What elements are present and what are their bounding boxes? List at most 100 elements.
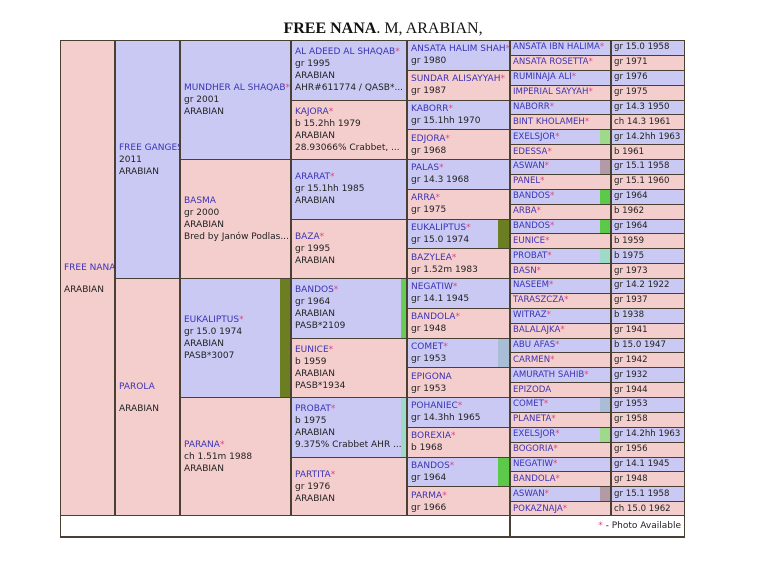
horse-name-link[interactable]: NEGATIW xyxy=(513,458,554,469)
photo-star-icon[interactable]: * xyxy=(543,399,549,410)
horse-name-link[interactable]: PARMA xyxy=(411,490,443,501)
horse-cell[interactable]: ARBA* xyxy=(510,203,611,220)
horse-cell[interactable]: PARANA* ch 1.51m 1988 ARABIAN xyxy=(180,397,291,517)
horse-cell[interactable]: ARRA* gr 1975 xyxy=(407,188,510,220)
photo-star-icon[interactable]: * xyxy=(555,131,560,142)
horse-name-link[interactable]: BANDOLA xyxy=(513,473,556,484)
horse-cell[interactable]: KAJORA* b 15.2hh 1979 ARABIAN 28.93066% Cra… xyxy=(291,99,407,160)
photo-star-icon[interactable]: * xyxy=(584,116,590,127)
horse-name-link[interactable]: NASEEM xyxy=(513,280,550,291)
horse-name-link[interactable]: BANDOLA xyxy=(411,312,456,323)
horse-cell[interactable]: BANDOS* xyxy=(510,218,611,235)
photo-star-icon[interactable]: * xyxy=(588,87,593,98)
horse-name-link[interactable]: EDESSA xyxy=(513,146,548,157)
horse-cell[interactable]: EXELSJOR* xyxy=(510,129,611,146)
horse-cell[interactable]: BOGORIA* xyxy=(510,441,611,458)
horse-cell[interactable]: IMPERIAL SAYYAH* xyxy=(510,84,611,101)
horse-cell[interactable]: ASWAN* xyxy=(510,486,611,503)
horse-cell[interactable]: BAZYLEA* gr 1.52m 1983 xyxy=(407,248,510,279)
horse-name-link[interactable]: COMET xyxy=(513,399,544,410)
horse-name-link[interactable]: BANDOS xyxy=(513,220,551,231)
horse-cell[interactable]: BASN* xyxy=(510,263,611,279)
horse-cell[interactable]: PLANETA* xyxy=(510,411,611,428)
horse-name-link[interactable]: AMURATH SAHIB xyxy=(513,369,585,380)
horse-cell[interactable]: PAROLA ARABIAN xyxy=(115,278,180,517)
horse-name-link[interactable]: NABORR xyxy=(513,101,550,112)
horse-name-link[interactable]: BANDOS xyxy=(295,285,334,296)
photo-star-icon[interactable]: * xyxy=(547,250,552,261)
horse-cell[interactable]: EUNICE* b 1959 ARABIAN PASB*1934 xyxy=(291,337,407,398)
horse-cell[interactable]: PARMA* gr 1966 xyxy=(407,486,510,517)
horse-name-link[interactable]: PROBAT xyxy=(513,250,548,261)
photo-star-icon[interactable]: * xyxy=(540,176,545,187)
horse-cell[interactable]: EDESSA* xyxy=(510,144,611,160)
horse-name-link[interactable]: BALALAJKA xyxy=(513,325,561,336)
horse-name-link[interactable]: PAROLA xyxy=(119,381,155,392)
horse-name-link[interactable]: NEGATIW xyxy=(411,282,453,293)
photo-star-icon[interactable]: * xyxy=(550,220,555,231)
photo-star-icon[interactable]: * xyxy=(330,469,336,480)
photo-star-icon[interactable]: * xyxy=(442,490,447,501)
photo-star-icon[interactable]: * xyxy=(588,57,593,68)
horse-name-link[interactable]: ANSATA HALIM SHAH xyxy=(411,44,506,55)
photo-star-icon[interactable]: * xyxy=(551,414,556,425)
horse-cell[interactable]: EUKALIPTUS* gr 15.0 1974 xyxy=(407,218,510,250)
photo-star-icon[interactable]: * xyxy=(395,47,400,58)
horse-name-link[interactable]: PANEL xyxy=(513,176,541,187)
photo-star-icon[interactable]: * xyxy=(505,44,510,55)
horse-name-link[interactable]: EDJORA xyxy=(411,133,446,144)
horse-name-link[interactable]: ARRA xyxy=(411,193,436,204)
horse-cell[interactable]: CARMEN* xyxy=(510,352,611,369)
photo-star-icon[interactable]: * xyxy=(500,74,505,85)
horse-cell[interactable]: NABORR* xyxy=(510,99,611,116)
horse-cell[interactable]: ABU AFAS* xyxy=(510,337,611,354)
photo-star-icon[interactable]: * xyxy=(536,206,541,217)
horse-name-link[interactable]: ABU AFAS xyxy=(513,339,556,350)
photo-star-icon[interactable]: * xyxy=(536,265,541,276)
photo-star-icon[interactable]: * xyxy=(549,280,554,291)
horse-cell[interactable]: BANDOS* gr 1964 xyxy=(407,456,510,488)
horse-name-link[interactable]: BASN xyxy=(513,265,537,276)
horse-name-link[interactable]: POKAZNAJA xyxy=(513,503,563,514)
horse-name-link[interactable]: EUNICE xyxy=(295,344,329,355)
horse-cell[interactable]: KABORR* gr 15.1hh 1970 xyxy=(407,99,510,131)
photo-star-icon[interactable]: * xyxy=(562,503,568,514)
photo-star-icon[interactable]: * xyxy=(555,339,560,350)
photo-star-icon[interactable]: * xyxy=(445,133,450,144)
photo-star-icon[interactable]: * xyxy=(435,193,440,204)
photo-star-icon[interactable]: * xyxy=(550,354,555,365)
horse-name-link[interactable]: TARASZCZA xyxy=(513,295,565,306)
horse-name-link[interactable]: BINT KHOLAMEH xyxy=(513,116,585,127)
horse-cell[interactable]: BOREXIA* b 1968 xyxy=(407,426,510,458)
horse-cell[interactable]: EDJORA* gr 1968 xyxy=(407,129,510,160)
photo-star-icon[interactable]: * xyxy=(553,458,558,469)
horse-name-link[interactable]: PLANETA xyxy=(513,414,552,425)
photo-star-icon[interactable]: * xyxy=(545,235,550,246)
photo-star-icon[interactable]: * xyxy=(448,103,454,114)
horse-cell[interactable]: ANSATA ROSETTA* xyxy=(510,54,611,71)
horse-cell[interactable]: PALAS* gr 14.3 1968 xyxy=(407,159,510,190)
horse-cell[interactable]: PARTITA* gr 1976 ARABIAN xyxy=(291,456,407,517)
horse-cell[interactable]: RUMINAJA ALI* xyxy=(510,69,611,86)
photo-star-icon[interactable]: * xyxy=(466,222,471,233)
photo-star-icon[interactable]: * xyxy=(239,315,244,325)
horse-name-link[interactable]: BOREXIA xyxy=(411,431,452,442)
horse-name-link[interactable]: WITRAZ xyxy=(513,310,547,321)
photo-star-icon[interactable]: * xyxy=(455,312,460,323)
horse-name-link[interactable]: ANSATA ROSETTA xyxy=(513,57,589,68)
photo-star-icon[interactable]: * xyxy=(555,429,560,440)
horse-name-link[interactable]: PALAS xyxy=(411,163,440,174)
horse-name-link[interactable]: ASWAN xyxy=(513,161,545,172)
photo-star-icon[interactable]: * xyxy=(328,344,334,355)
horse-cell[interactable]: PROBAT* b 1975 ARABIAN 9.375% Crabbet AHR .… xyxy=(291,397,407,458)
horse-name-link[interactable]: BAZA xyxy=(295,231,320,242)
horse-name-link[interactable]: ARARAT xyxy=(295,172,331,183)
horse-name-link[interactable]: AL ADEED AL SHAQAB xyxy=(295,47,396,58)
photo-star-icon[interactable]: * xyxy=(452,282,458,293)
horse-cell[interactable]: NEGATIW* gr 14.1 1945 xyxy=(407,278,510,309)
horse-name-link[interactable]: KAJORA xyxy=(295,106,329,117)
horse-cell[interactable]: ASWAN* xyxy=(510,159,611,175)
horse-name-link[interactable]: RUMINAJA ALI xyxy=(513,72,572,83)
horse-cell[interactable]: EUNICE* xyxy=(510,233,611,250)
photo-star-icon[interactable]: * xyxy=(285,83,291,93)
